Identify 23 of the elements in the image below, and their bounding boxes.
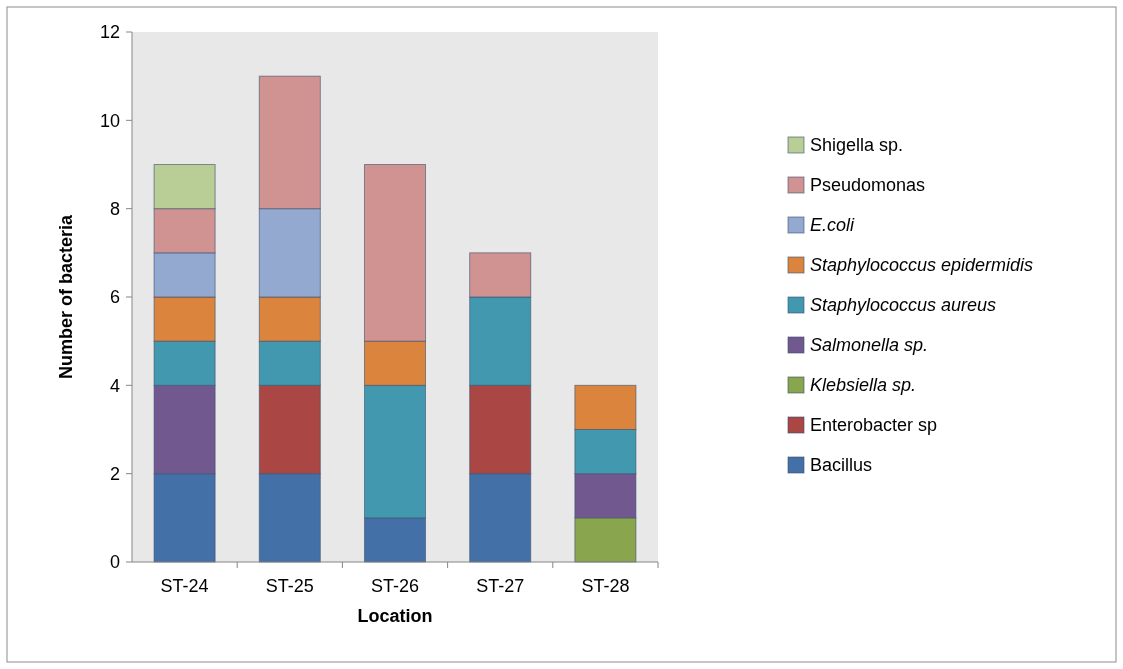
y-tick-label: 0	[109, 552, 120, 573]
y-tick-label: 12	[99, 22, 120, 43]
legend-label: Klebsiella sp.	[810, 375, 917, 396]
y-tick-label: 10	[99, 110, 120, 131]
legend-label: Pseudomonas	[810, 175, 926, 196]
x-tick-label: ST-28	[581, 576, 630, 596]
legend-label: Shigella sp.	[810, 135, 904, 156]
y-tick-label: 4	[109, 375, 120, 396]
legend-label: Salmonella sp.	[810, 335, 929, 356]
legend-label: Staphylococcus epidermidis	[810, 255, 1034, 276]
y-tick-label: 8	[109, 198, 120, 219]
x-tick-label: ST-26	[370, 576, 420, 596]
y-axis-title: Number of bacteria	[56, 214, 76, 380]
x-tick-label: ST-24	[160, 576, 209, 596]
legend-label: Enterobacter sp	[810, 415, 938, 436]
x-tick-label: ST-25	[265, 576, 314, 596]
x-tick-label: ST-27	[476, 576, 525, 596]
y-tick-label: 6	[109, 287, 120, 308]
x-axis-title: Location	[357, 606, 433, 626]
y-tick-label: 2	[109, 463, 120, 484]
legend-label: Bacillus	[810, 455, 873, 476]
legend-label: E.coli	[810, 215, 856, 236]
legend-label: Staphylococcus aureus	[810, 295, 997, 316]
